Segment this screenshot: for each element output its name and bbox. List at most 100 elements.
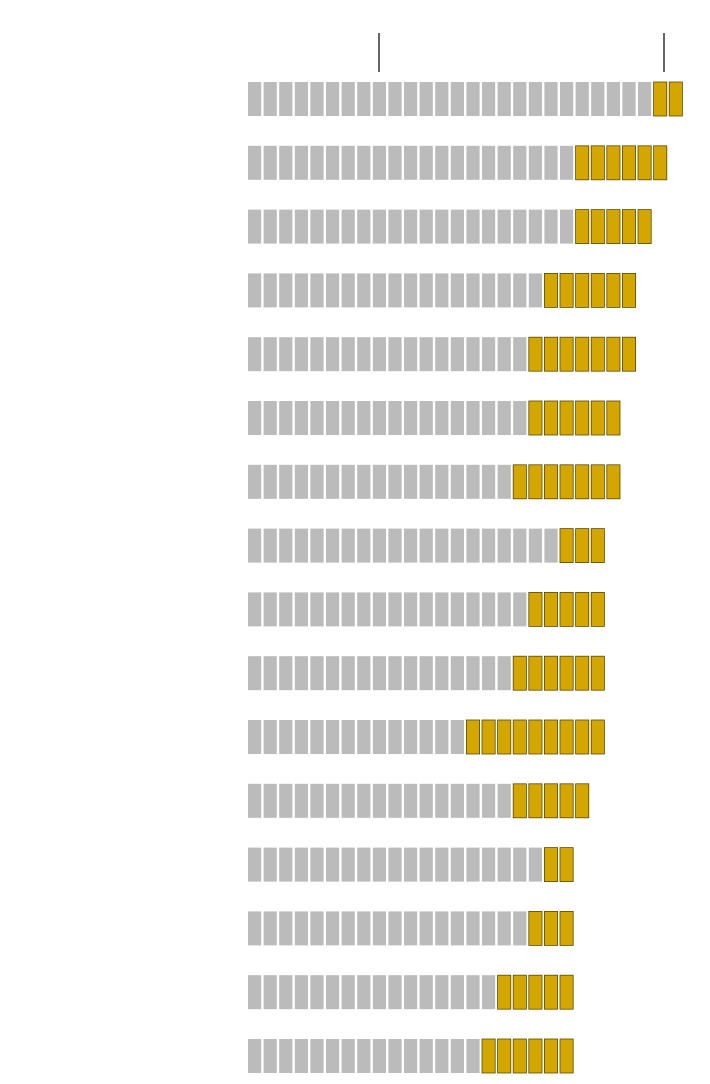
unit [310, 337, 324, 372]
unit [435, 783, 449, 818]
unit [513, 911, 527, 946]
unit [341, 1039, 355, 1073]
unit [372, 911, 386, 946]
unit [357, 975, 371, 1010]
segment [544, 272, 637, 308]
unit [341, 528, 355, 563]
unit [404, 720, 418, 754]
unit [450, 975, 464, 1010]
unit [622, 272, 637, 308]
unit [279, 528, 293, 563]
unit [482, 911, 496, 946]
unit [435, 464, 449, 499]
unit [544, 592, 559, 627]
unit [248, 209, 262, 244]
unit [404, 592, 418, 627]
unit [357, 401, 371, 435]
unit [404, 273, 418, 308]
unit [559, 783, 574, 819]
unit [326, 720, 340, 754]
unit [482, 975, 496, 1010]
unit [419, 401, 433, 435]
unit [575, 145, 590, 181]
unit [372, 209, 386, 244]
unit [419, 464, 433, 499]
unit [575, 528, 590, 563]
unit [435, 1039, 449, 1073]
unit [528, 400, 543, 436]
unit [466, 783, 480, 818]
unit [481, 719, 496, 755]
segment [248, 273, 542, 308]
unit [310, 401, 324, 435]
unit [404, 1039, 418, 1073]
unit [513, 209, 527, 244]
unit [279, 1039, 293, 1073]
unit [341, 82, 355, 116]
unit [450, 464, 464, 499]
unit [388, 82, 402, 116]
unit [544, 145, 558, 180]
unit [404, 82, 418, 116]
unit [263, 592, 277, 627]
unit [294, 592, 308, 627]
unit [528, 1038, 543, 1074]
unit [606, 145, 621, 181]
unit [279, 464, 293, 499]
unit [435, 847, 449, 882]
unit [544, 719, 559, 755]
unit [294, 145, 308, 180]
unit [575, 719, 590, 755]
unit [294, 401, 308, 435]
unit [372, 592, 386, 627]
unit [372, 82, 386, 116]
unit [372, 1039, 386, 1073]
segment [497, 974, 574, 1010]
unit [435, 82, 449, 116]
unit [388, 720, 402, 754]
unit [404, 911, 418, 946]
unit [575, 209, 590, 245]
unit [263, 209, 277, 244]
unit [310, 847, 324, 882]
segment [248, 975, 496, 1010]
unit [497, 719, 512, 755]
unit [419, 273, 433, 308]
unit [372, 528, 386, 563]
unit [294, 464, 308, 499]
unit [450, 528, 464, 563]
unit [341, 847, 355, 882]
unit [341, 337, 355, 372]
unit [450, 209, 464, 244]
unit [248, 1039, 262, 1073]
unit [357, 273, 371, 308]
unit [310, 82, 324, 116]
unit [513, 145, 527, 180]
unit [513, 273, 527, 308]
unit [482, 82, 496, 116]
unit [248, 82, 262, 116]
unit [575, 400, 590, 436]
unit [279, 273, 293, 308]
unit [544, 974, 559, 1010]
segment [248, 401, 527, 435]
unit [326, 783, 340, 818]
segment [512, 655, 605, 691]
unit [388, 337, 402, 372]
unit [248, 401, 262, 435]
unit [388, 656, 402, 691]
unit [404, 209, 418, 244]
unit [248, 847, 262, 882]
unit [388, 401, 402, 435]
unit [372, 273, 386, 308]
unit [263, 273, 277, 308]
unit [388, 783, 402, 818]
unit [513, 847, 527, 882]
unit [294, 720, 308, 754]
unit [388, 273, 402, 308]
unit [559, 528, 574, 563]
unit [279, 337, 293, 372]
unit [497, 337, 511, 372]
unit [310, 209, 324, 244]
